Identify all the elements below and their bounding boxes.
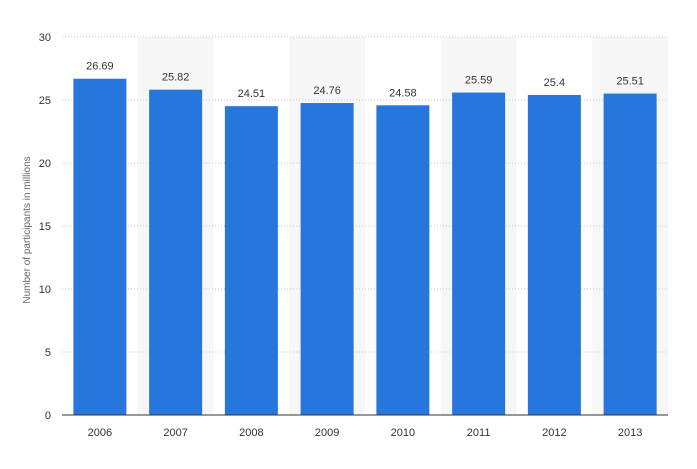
data-label: 25.59 — [465, 75, 493, 87]
bar-2006 — [73, 78, 127, 416]
y-tick-label: 30 — [39, 32, 51, 44]
data-label: 26.69 — [86, 61, 114, 73]
y-tick-label: 10 — [39, 284, 51, 296]
x-tick-label: 2008 — [239, 427, 263, 439]
data-label: 24.76 — [313, 85, 341, 97]
bar-2007 — [149, 89, 203, 415]
bar-2011 — [452, 92, 506, 415]
y-axis-ticks: 0 5 10 15 20 25 30 — [39, 32, 51, 422]
bar-2008 — [224, 106, 278, 415]
y-tick-label: 0 — [45, 410, 51, 422]
data-label: 24.58 — [389, 87, 417, 99]
bars — [73, 78, 657, 416]
x-tick-label: 2009 — [315, 427, 339, 439]
x-axis-ticks: 2006 2007 2008 2009 2010 2011 2012 2013 — [88, 427, 643, 439]
x-tick-label: 2012 — [542, 427, 566, 439]
bar-2013 — [603, 93, 657, 415]
x-tick-label: 2007 — [163, 427, 187, 439]
y-tick-label: 25 — [39, 95, 51, 107]
data-label: 25.4 — [544, 77, 565, 89]
y-tick-label: 5 — [45, 347, 51, 359]
data-label: 24.51 — [238, 88, 266, 100]
x-tick-label: 2010 — [391, 427, 415, 439]
data-label: 25.82 — [162, 72, 190, 84]
bar-2010 — [376, 105, 430, 416]
bar-2009 — [300, 103, 354, 416]
y-axis-title: Number of participants in millions — [22, 156, 33, 303]
x-tick-label: 2011 — [467, 427, 491, 439]
bar-2012 — [527, 94, 581, 416]
y-tick-label: 20 — [39, 158, 51, 170]
x-tick-label: 2013 — [618, 427, 642, 439]
data-label: 25.51 — [616, 76, 644, 88]
x-tick-label: 2006 — [88, 427, 112, 439]
y-tick-label: 15 — [39, 221, 51, 233]
data-labels: 26.69 25.82 24.51 24.76 24.58 25.59 25.4 25.51 — [86, 61, 644, 100]
